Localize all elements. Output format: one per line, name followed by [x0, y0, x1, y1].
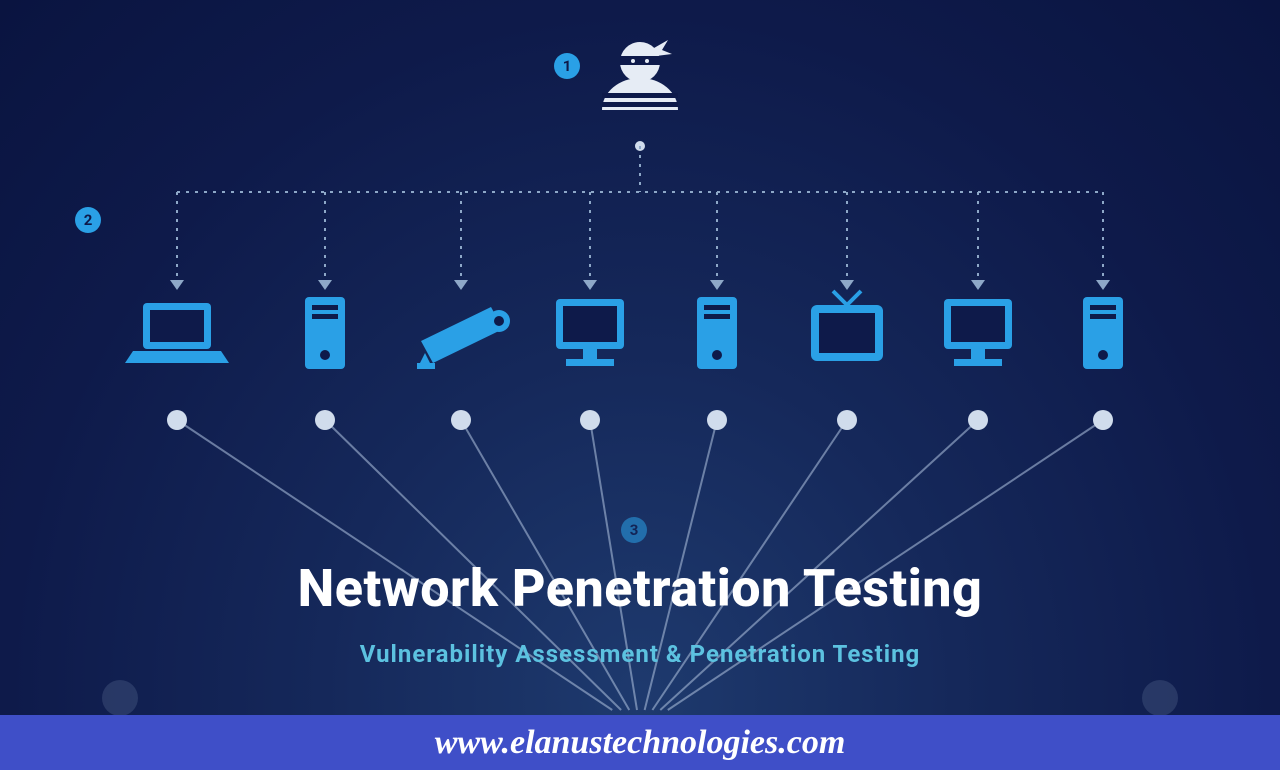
footer-bar: www.elanustechnologies.com: [0, 715, 1280, 770]
camera-icon: [417, 307, 510, 369]
step-badge-3: 3: [621, 517, 647, 543]
tower-icon: [697, 297, 737, 369]
desktop-icon: [944, 299, 1012, 366]
subtitle: Vulnerability Assessment & Penetration T…: [0, 640, 1280, 668]
desktop-icon: [556, 299, 624, 366]
infographic-canvas: 1 2 3 Network Penetration Testing Vulner…: [0, 0, 1280, 770]
step-badge-3-label: 3: [630, 521, 639, 539]
tower-icon: [305, 297, 345, 369]
step-badge-1: 1: [554, 53, 580, 79]
step-badge-1-label: 1: [563, 57, 572, 75]
main-title: Network Penetration Testing: [0, 558, 1280, 619]
tower-icon: [1083, 297, 1123, 369]
tv-icon: [811, 291, 883, 361]
footer-url: www.elanustechnologies.com: [435, 724, 846, 762]
hacker-icon: [602, 40, 678, 151]
step-badge-2-label: 2: [84, 211, 93, 229]
step-badge-2: 2: [75, 207, 101, 233]
laptop-icon: [125, 303, 229, 363]
